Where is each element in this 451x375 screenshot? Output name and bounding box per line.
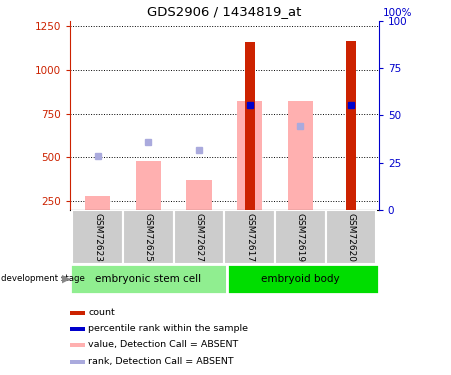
Text: development stage: development stage [1, 274, 85, 283]
Bar [244, 42, 255, 210]
Text: GSM72623: GSM72623 [93, 213, 102, 262]
Bar [73, 210, 123, 264]
Bar [174, 210, 225, 264]
Bar [326, 210, 376, 264]
Text: count: count [88, 308, 115, 317]
Bar [70, 360, 85, 364]
Text: embryonic stem cell: embryonic stem cell [95, 274, 202, 284]
Bar [123, 210, 174, 264]
Bar [70, 343, 85, 347]
Text: rank, Detection Call = ABSENT: rank, Detection Call = ABSENT [88, 357, 234, 366]
Bar [85, 196, 110, 210]
Text: 100%: 100% [383, 8, 413, 18]
Text: GSM72627: GSM72627 [194, 213, 203, 262]
Bar [70, 264, 227, 294]
Bar [288, 101, 313, 210]
Bar [237, 101, 262, 210]
Bar [136, 161, 161, 210]
Text: percentile rank within the sample: percentile rank within the sample [88, 324, 248, 333]
Text: embryoid body: embryoid body [261, 274, 340, 284]
Text: ▶: ▶ [62, 274, 71, 284]
Text: value, Detection Call = ABSENT: value, Detection Call = ABSENT [88, 340, 239, 350]
Bar [225, 210, 275, 264]
Text: GSM72625: GSM72625 [144, 213, 153, 262]
Bar [70, 327, 85, 331]
Bar [70, 311, 85, 315]
Bar [346, 41, 356, 210]
Bar [275, 210, 326, 264]
Text: GSM72620: GSM72620 [346, 213, 355, 262]
Title: GDS2906 / 1434819_at: GDS2906 / 1434819_at [147, 5, 302, 18]
Bar [227, 264, 379, 294]
Bar [186, 180, 212, 210]
Text: GSM72619: GSM72619 [296, 213, 305, 262]
Text: GSM72617: GSM72617 [245, 213, 254, 262]
